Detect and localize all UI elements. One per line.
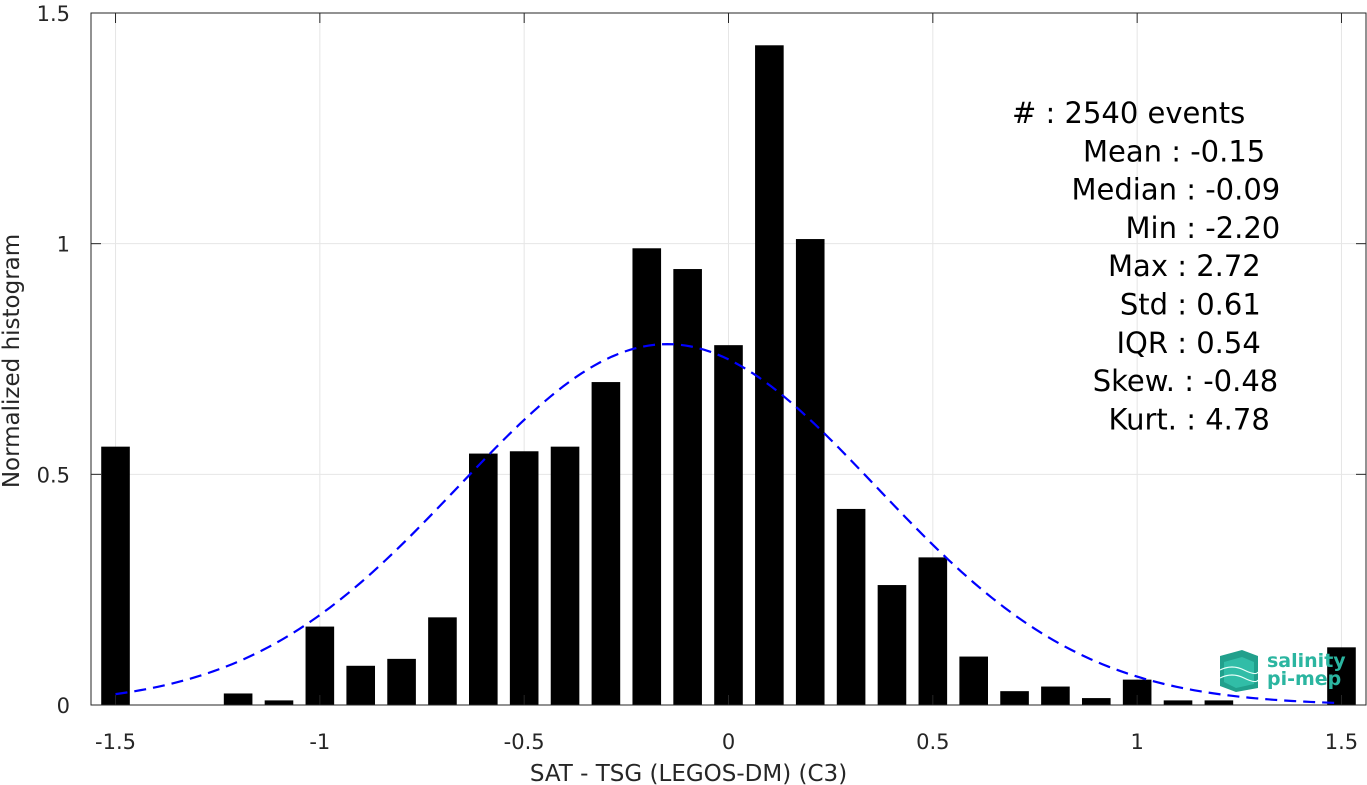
histogram-bar [305,626,335,705]
statistics-box: # : 2540 events Mean : -0.15 Median : -0.0… [1012,96,1280,436]
histogram-bar [714,345,743,705]
histogram-bar [1000,691,1029,705]
histogram-bar [673,269,702,705]
histogram-bars [101,45,1356,705]
histogram-bar [223,693,253,705]
axis-ticks [91,12,1366,706]
histogram-bar [264,700,294,705]
stat-line: Kurt. : 4.78 [1109,402,1270,436]
salinity-pi-mep-logo: salinity pi-mep [1219,650,1346,692]
logo-line-2: pi-mep [1267,668,1341,690]
stat-line: Std : 0.61 [1120,288,1261,322]
normal-fit-curve [115,343,1342,705]
y-tick-label: 1.5 [37,2,70,26]
histogram-bar [755,45,784,705]
x-tick-label: -0.5 [504,730,545,754]
histogram-bar [918,557,948,705]
y-tick-label: 0 [57,694,70,718]
x-tick-label: 1.5 [1325,730,1358,754]
y-axis-title: Normalized histogram [0,234,25,488]
x-tick-label: 0.5 [916,730,949,754]
histogram-bar [101,446,130,705]
histogram-bar [959,656,988,705]
histogram-bar [632,248,662,705]
logo-line-1: salinity [1267,650,1346,672]
stat-line: # : 2540 events [1012,96,1245,130]
histogram-bar [428,617,457,705]
histogram-bar [346,665,376,705]
stat-line: Min : -2.20 [1126,211,1281,245]
histogram-bar [591,382,621,705]
histogram-bar [550,446,580,705]
y-tick-label: 1 [57,233,70,257]
logo-mark-icon [1219,650,1259,692]
histogram-bar [836,508,866,705]
y-tick-labels: 0 0.5 1 1.5 [37,2,70,718]
y-tick-label: 0.5 [37,463,70,487]
histogram-bar [509,451,539,705]
x-tick-label: 1 [1130,730,1143,754]
histogram-bar [877,585,907,705]
stat-line: Mean : -0.15 [1083,134,1265,168]
stat-line: Median : -0.09 [1072,173,1281,207]
histogram-bar [1081,698,1111,705]
histogram-bar [469,453,498,705]
x-axis-title: SAT - TSG (LEGOS-DM) (C3) [530,761,847,785]
histogram-bar [1041,686,1070,705]
histogram-bar [1204,700,1234,705]
x-tick-label: -1 [309,730,330,754]
x-tick-label: -1.5 [95,730,136,754]
histogram-bar [1163,700,1193,705]
histogram-bar [795,239,825,705]
histogram-bar [387,658,416,705]
stat-line: Max : 2.72 [1108,249,1261,283]
stat-line: IQR : 0.54 [1116,326,1260,360]
x-tick-labels: -1.5 -1 -0.5 0 0.5 1 1.5 [95,730,1358,754]
x-tick-label: 0 [722,730,735,754]
stat-line: Skew. : -0.48 [1093,364,1279,398]
